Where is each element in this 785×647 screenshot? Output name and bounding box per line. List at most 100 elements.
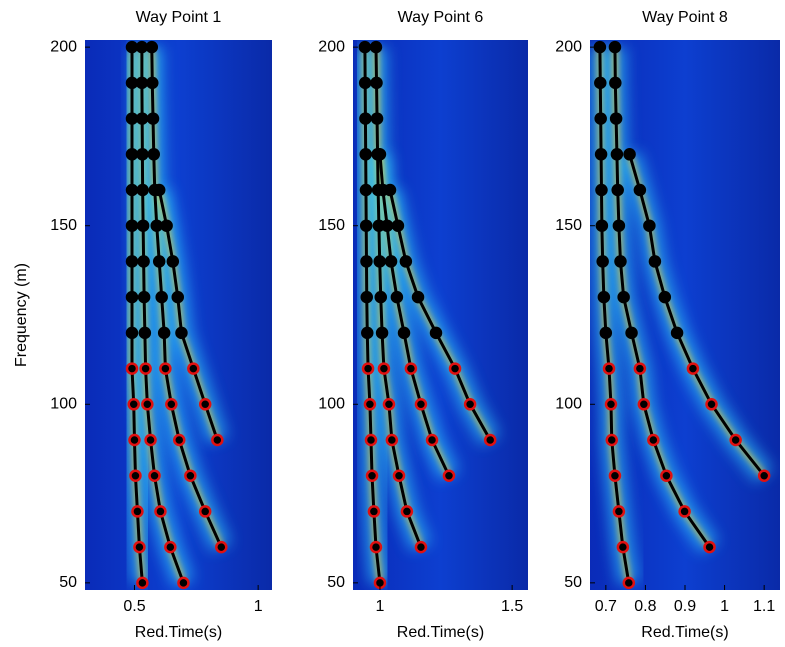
y-tick-label: 150 xyxy=(555,217,582,234)
pick-marker xyxy=(597,290,611,304)
pick-marker xyxy=(375,326,389,340)
y-tick-label: 100 xyxy=(318,396,345,413)
pick-marker xyxy=(670,326,684,340)
pick-marker xyxy=(138,326,152,340)
panel: Way Point 1 Red.Time(s) Frequency (m) 50 100… xyxy=(13,9,272,641)
pick-marker xyxy=(125,290,139,304)
pick-marker xyxy=(135,112,149,125)
pick-marker xyxy=(137,255,150,268)
panel-title: Way Point 8 xyxy=(642,9,728,26)
pick-marker xyxy=(612,219,626,232)
pick-marker xyxy=(660,469,673,482)
pick-marker xyxy=(605,433,619,447)
x-tick-label: 1 xyxy=(376,598,385,615)
pick-marker xyxy=(382,398,396,411)
pick-marker xyxy=(595,219,609,232)
pick-marker xyxy=(463,398,477,411)
pick-marker xyxy=(369,540,383,554)
pick-marker xyxy=(358,76,372,90)
pick-marker xyxy=(125,76,139,90)
pick-marker xyxy=(146,76,159,90)
pick-marker xyxy=(614,255,627,268)
pick-marker xyxy=(141,398,154,411)
pick-marker xyxy=(658,290,672,304)
pick-marker xyxy=(361,326,374,340)
pick-marker xyxy=(175,326,188,340)
plot-area xyxy=(590,40,773,590)
pick-marker xyxy=(364,433,378,447)
pick-marker xyxy=(383,183,397,197)
panel-title: Way Point 6 xyxy=(398,9,484,26)
pick-marker xyxy=(359,112,372,125)
y-tick-label: 50 xyxy=(59,574,77,591)
dispersion-curve xyxy=(598,47,631,584)
pick-marker xyxy=(399,255,413,268)
pick-marker xyxy=(483,433,497,447)
pick-marker xyxy=(135,76,149,90)
pick-marker xyxy=(594,112,607,125)
pick-marker xyxy=(125,255,139,268)
pick-marker xyxy=(397,326,411,340)
y-tick-label: 150 xyxy=(318,217,345,234)
pick-marker xyxy=(147,148,161,161)
pick-marker xyxy=(160,219,173,232)
pick-marker xyxy=(602,362,616,375)
pick-marker xyxy=(145,40,159,54)
pick-marker xyxy=(125,362,139,375)
pick-marker xyxy=(166,255,180,268)
pick-marker xyxy=(622,576,636,590)
pick-marker xyxy=(136,576,149,590)
pick-marker xyxy=(705,398,718,411)
pick-marker xyxy=(390,290,404,304)
pick-marker xyxy=(370,112,384,125)
pick-marker xyxy=(136,148,149,161)
x-tick-label: 0.5 xyxy=(123,598,145,615)
pick-marker xyxy=(377,362,391,375)
y-tick-label: 100 xyxy=(50,396,77,413)
pick-marker xyxy=(128,433,141,447)
y-tick-label: 50 xyxy=(564,574,582,591)
pick-marker xyxy=(359,183,373,197)
pick-marker xyxy=(125,40,139,54)
pick-marker xyxy=(637,398,651,411)
y-tick-label: 200 xyxy=(50,38,77,55)
dispersion-curve xyxy=(363,47,382,584)
pick-marker xyxy=(361,362,375,375)
plot-area xyxy=(120,40,232,590)
x-axis-label: Red.Time(s) xyxy=(397,624,484,641)
pick-marker xyxy=(164,540,177,554)
pick-marker xyxy=(360,255,373,268)
x-tick-label: 1.1 xyxy=(753,598,775,615)
x-axis-label: Red.Time(s) xyxy=(641,624,728,641)
x-tick-label: 1 xyxy=(720,598,729,615)
y-tick-label: 150 xyxy=(50,217,77,234)
pick-marker xyxy=(595,183,608,197)
pick-marker xyxy=(647,433,660,447)
pick-marker xyxy=(442,469,456,482)
pick-marker xyxy=(633,362,647,375)
pick-marker xyxy=(385,433,399,447)
pick-marker xyxy=(136,219,150,232)
pick-marker xyxy=(154,505,167,518)
pick-marker xyxy=(604,398,618,411)
pick-marker xyxy=(429,326,443,340)
pick-marker xyxy=(404,362,418,375)
pick-marker xyxy=(369,40,383,54)
dispersion-curve xyxy=(628,153,766,477)
pick-marker xyxy=(594,148,608,161)
pick-marker xyxy=(648,255,662,268)
pick-marker xyxy=(359,148,372,161)
pick-marker xyxy=(148,469,161,482)
pick-marker xyxy=(155,290,168,304)
pick-marker xyxy=(608,469,622,482)
pick-marker xyxy=(678,505,691,518)
pick-marker xyxy=(414,540,428,554)
y-axis-label: Frequency (m) xyxy=(13,263,30,367)
pick-marker xyxy=(125,148,139,161)
pick-marker xyxy=(131,505,144,518)
pick-marker xyxy=(616,540,630,554)
pick-marker xyxy=(365,469,379,482)
pick-marker xyxy=(370,76,383,90)
pick-marker xyxy=(448,362,462,375)
pick-marker xyxy=(187,362,200,375)
